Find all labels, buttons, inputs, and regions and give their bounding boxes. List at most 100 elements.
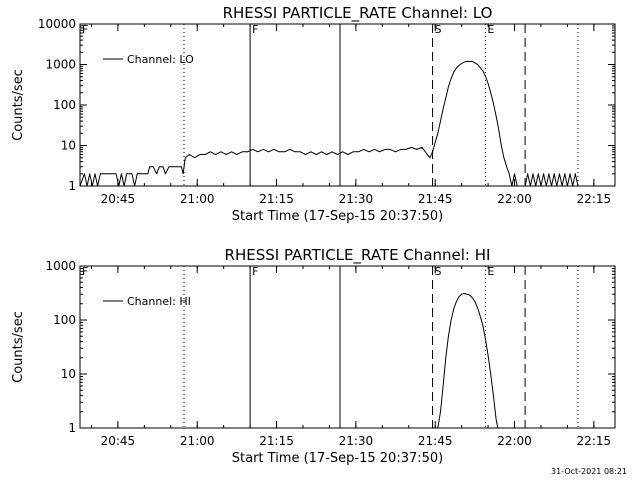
data-point <box>574 173 576 175</box>
data-point <box>305 154 306 155</box>
data-point <box>445 357 447 359</box>
data-point <box>532 173 534 175</box>
data-point <box>497 427 499 429</box>
data-point <box>273 149 275 150</box>
data-point <box>136 173 138 175</box>
data-point <box>289 149 291 150</box>
data-point <box>168 166 170 168</box>
x-tick-label: 22:00 <box>497 192 532 206</box>
data-point <box>569 173 571 175</box>
data-point <box>461 293 462 295</box>
data-point <box>514 173 515 175</box>
data-point <box>503 157 505 159</box>
data-point <box>299 151 301 153</box>
y-tick-label: 1 <box>68 179 76 193</box>
data-point <box>561 185 563 187</box>
data-point <box>567 185 568 187</box>
data-point <box>121 173 122 175</box>
data-point <box>477 64 478 65</box>
data-point <box>416 149 418 150</box>
x-axis-label: Start Time (17-Sep-15 20:37:50) <box>232 451 443 466</box>
data-point <box>405 149 407 150</box>
legend-label: Channel: LO <box>127 53 194 66</box>
data-point <box>453 308 455 310</box>
data-point <box>337 154 338 155</box>
data-point <box>172 166 173 168</box>
data-point <box>231 151 233 153</box>
data-point <box>445 97 447 99</box>
data-point <box>559 173 560 175</box>
data-point <box>99 173 101 175</box>
data-point <box>540 185 542 187</box>
data-point <box>134 185 136 187</box>
x-tick-label: 21:45 <box>418 434 453 448</box>
marker-label: F <box>82 265 88 278</box>
data-point <box>524 185 526 187</box>
data-point <box>158 166 160 168</box>
data-point <box>123 185 125 187</box>
data-point <box>474 301 476 302</box>
data-point <box>463 293 465 294</box>
data-point <box>204 154 206 155</box>
x-tick-label: 21:30 <box>339 192 374 206</box>
data-point <box>110 173 112 175</box>
data-point <box>471 297 473 298</box>
data-point <box>479 315 481 317</box>
chart-title: RHESSI PARTICLE_RATE Channel: LO <box>223 4 493 23</box>
data-point <box>162 166 164 168</box>
data-point <box>347 154 349 155</box>
x-tick-label: 21:00 <box>180 434 215 448</box>
x-tick-label: 21:15 <box>259 434 294 448</box>
chart-title: RHESSI PARTICLE_RATE Channel: HI <box>225 246 491 265</box>
x-tick-label: 21:30 <box>339 434 374 448</box>
panel-hi: RHESSI PARTICLE_RATE Channel: HI Start Ti… <box>11 246 616 466</box>
data-point <box>257 151 259 153</box>
data-point <box>469 61 470 62</box>
data-point <box>572 185 574 187</box>
data-point <box>236 154 238 155</box>
data-point <box>379 151 381 153</box>
marker-label: F <box>252 23 258 36</box>
data-point <box>252 149 254 150</box>
data-point <box>437 427 439 429</box>
x-axis-label: Start Time (17-Sep-15 20:37:50) <box>232 209 443 224</box>
data-point <box>485 338 486 340</box>
data-point <box>342 151 344 153</box>
data-point <box>456 301 457 302</box>
data-point <box>374 149 375 150</box>
data-point <box>315 154 317 155</box>
data-point <box>442 108 444 110</box>
data-point <box>147 173 149 175</box>
data-point <box>551 185 552 187</box>
data-point <box>79 185 81 187</box>
data-point <box>493 395 494 396</box>
data-point <box>434 141 436 143</box>
data-point <box>89 173 91 175</box>
data-point <box>545 185 547 187</box>
data-point <box>543 173 544 175</box>
data-point <box>485 75 486 77</box>
data-point <box>495 418 497 419</box>
data-point <box>97 185 98 187</box>
data-point <box>241 151 243 153</box>
data-point <box>118 185 120 187</box>
data-point <box>421 147 423 148</box>
data-point <box>429 157 431 159</box>
data-point <box>458 296 460 298</box>
data-point <box>506 166 507 168</box>
y-axis-label: Counts/sec <box>11 311 26 383</box>
data-point <box>368 151 370 153</box>
data-point <box>131 173 133 175</box>
data-point <box>500 145 502 146</box>
data-point <box>450 78 452 79</box>
marker-label: F <box>252 265 258 278</box>
data-point <box>474 62 476 64</box>
legend-label: Channel: HI <box>127 295 191 308</box>
marker-label: S <box>435 265 442 278</box>
marker-label: E <box>487 265 494 278</box>
data-point <box>363 149 365 150</box>
x-tick-label: 22:00 <box>497 434 532 448</box>
data-point <box>487 355 489 356</box>
data-point <box>469 294 470 296</box>
x-tick-label: 20:45 <box>101 192 136 206</box>
